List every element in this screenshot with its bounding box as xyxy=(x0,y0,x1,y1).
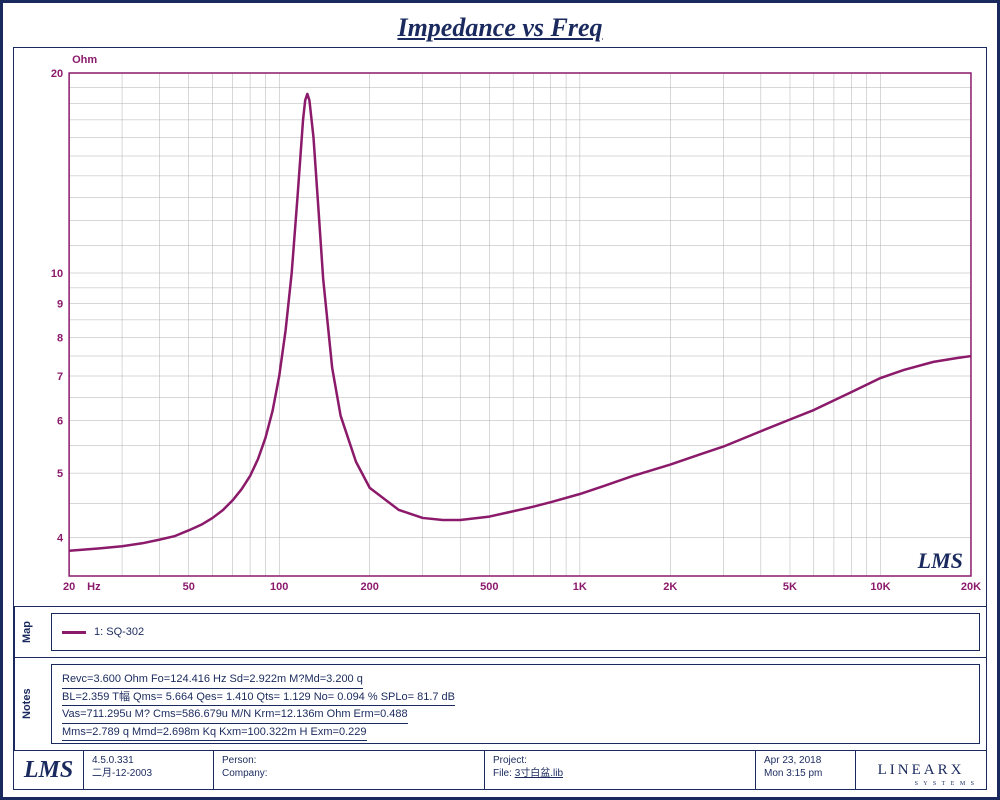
legend-swatch xyxy=(62,631,86,634)
chart-panel: 20 50 100 200 500 1K 2K 5K 10K 20K 4 5 6 7 8 9 10 20 Ohm Hz… xyxy=(13,47,987,607)
svg-text:10: 10 xyxy=(51,268,63,280)
svg-text:2K: 2K xyxy=(663,581,677,593)
svg-text:Hz: Hz xyxy=(87,581,101,593)
footer-version-text: 4.5.0.331 xyxy=(92,755,134,766)
footer-linearx-sub: S Y S T E M S xyxy=(915,781,976,787)
svg-text:Ohm: Ohm xyxy=(72,54,97,66)
footer-project: Project: File: 3寸白盆.lib xyxy=(485,751,756,789)
footer-date: Apr 23, 2018 xyxy=(764,755,821,766)
svg-text:200: 200 xyxy=(361,581,379,593)
footer-datetime: Apr 23, 2018 Mon 3:15 pm xyxy=(756,751,856,789)
svg-text:10K: 10K xyxy=(870,581,890,593)
legend-content: 1: SQ-302 xyxy=(51,613,980,651)
svg-text:8: 8 xyxy=(57,332,63,344)
legend-side-label: Map xyxy=(14,607,45,657)
footer-time: Mon 3:15 pm xyxy=(764,768,822,779)
notes-side-label: Notes xyxy=(14,658,45,750)
svg-text:500: 500 xyxy=(480,581,498,593)
svg-text:20: 20 xyxy=(63,581,75,593)
chart-title: Impedance vs Freq xyxy=(13,13,987,43)
notes-panel: Notes Revc=3.600 Ohm Fo=124.416 Hz Sd=2.… xyxy=(13,658,987,751)
footer-version: 4.5.0.331 二月-12-2003 xyxy=(84,751,214,789)
svg-text:5K: 5K xyxy=(783,581,797,593)
notes-line: BL=2.359 T幅 Qms= 5.664 Qes= 1.410 Qts= 1… xyxy=(62,689,455,707)
footer-person-label: Person: xyxy=(222,755,256,766)
svg-text:20: 20 xyxy=(51,68,63,80)
footer-file-label: File: xyxy=(493,768,512,779)
svg-text:LMS: LMS xyxy=(917,548,963,573)
svg-text:20K: 20K xyxy=(961,581,981,593)
svg-text:6: 6 xyxy=(57,415,63,427)
svg-text:4: 4 xyxy=(57,532,64,544)
legend-item-label: 1: SQ-302 xyxy=(94,626,144,638)
svg-text:7: 7 xyxy=(57,371,63,383)
impedance-chart: 20 50 100 200 500 1K 2K 5K 10K 20K 4 5 6 7 8 9 10 20 Ohm Hz… xyxy=(14,48,986,606)
footer-file-value: 3寸白盆.lib xyxy=(515,768,563,779)
svg-text:9: 9 xyxy=(57,298,63,310)
footer: LMS 4.5.0.331 二月-12-2003 Person: Company… xyxy=(13,751,987,790)
footer-company-label: Company: xyxy=(222,768,268,779)
svg-text:100: 100 xyxy=(270,581,288,593)
notes-line: Revc=3.600 Ohm Fo=124.416 Hz Sd=2.922m M… xyxy=(62,671,363,689)
footer-lms-logo: LMS xyxy=(14,751,84,789)
page-frame: Impedance vs Freq 20 50 100 200 500 1K 2K 5K 10K… xyxy=(0,0,1000,800)
svg-text:50: 50 xyxy=(183,581,195,593)
svg-text:5: 5 xyxy=(57,468,63,480)
footer-project-label: Project: xyxy=(493,755,527,766)
footer-person: Person: Company: xyxy=(214,751,485,789)
footer-build-date: 二月-12-2003 xyxy=(92,768,152,779)
footer-linearx-text: LINEARX xyxy=(878,762,965,779)
notes-content: Revc=3.600 Ohm Fo=124.416 Hz Sd=2.922m M… xyxy=(51,664,980,744)
legend-panel: Map 1: SQ-302 xyxy=(13,607,987,658)
notes-line: Mms=2.789 q Mmd=2.698m Kq Kxm=100.322m H… xyxy=(62,724,367,742)
footer-linearx: LINEARX S Y S T E M S xyxy=(856,751,986,789)
svg-text:1K: 1K xyxy=(573,581,587,593)
notes-line: Vas=711.295u M? Cms=586.679u M/N Krm=12.… xyxy=(62,706,408,724)
